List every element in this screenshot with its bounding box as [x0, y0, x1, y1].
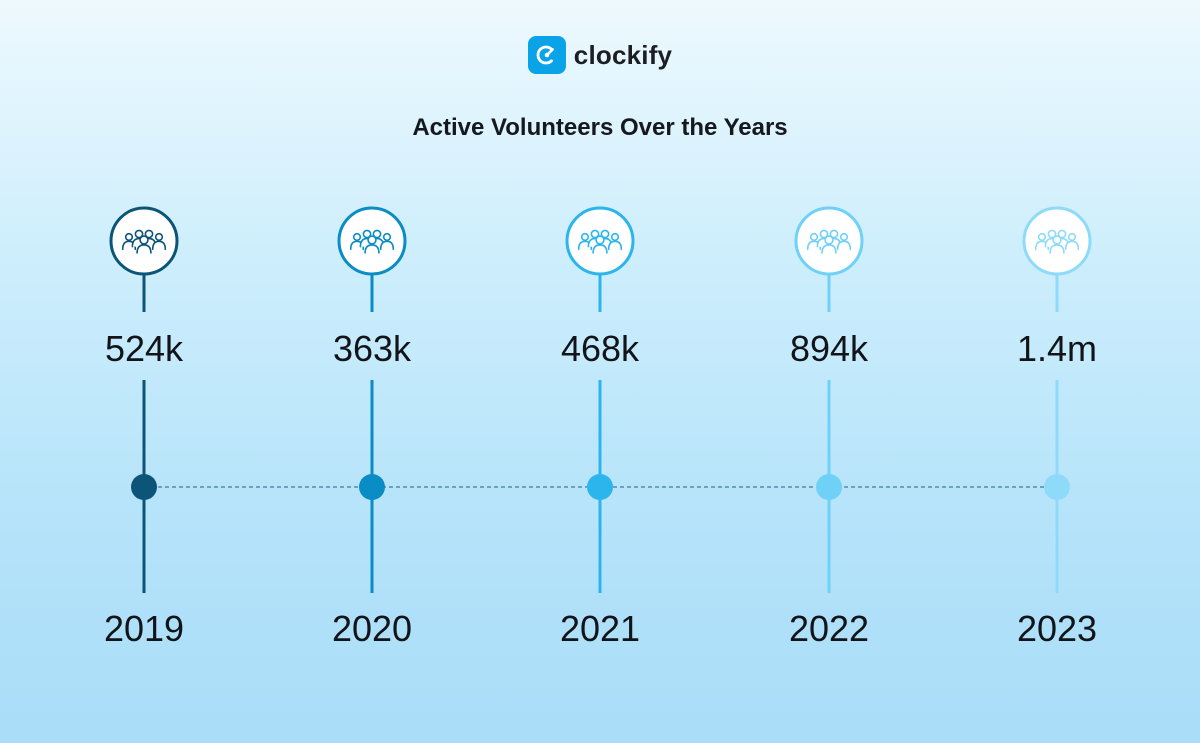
person-head: [382, 232, 392, 242]
year-label: 2020: [332, 608, 412, 649]
person-head: [819, 229, 829, 239]
timeline-point-2022: 894k 2022: [789, 206, 869, 649]
person-body: [821, 244, 837, 254]
person-head: [372, 229, 382, 239]
value-label: 363k: [333, 328, 412, 369]
person-head: [600, 229, 610, 239]
brand-logo: clockify: [0, 36, 1200, 74]
person-head: [824, 235, 834, 245]
person-head: [134, 229, 144, 239]
person-head: [1047, 229, 1057, 239]
chart-title: Active Volunteers Over the Years: [412, 114, 788, 141]
brand-name: clockify: [573, 39, 673, 70]
person-body: [136, 244, 152, 254]
year-label: 2022: [789, 608, 869, 649]
person-body: [607, 240, 623, 251]
person-body: [836, 240, 852, 251]
timeline-dot: [587, 474, 613, 500]
timeline-point-2019: 524k 2019: [104, 206, 184, 649]
clockify-logo-icon: [527, 36, 566, 74]
value-label: 1.4m: [1017, 328, 1097, 369]
year-label: 2021: [560, 608, 640, 649]
people-group-icon: [577, 229, 623, 254]
timeline-dot: [816, 474, 842, 500]
value-label: 524k: [105, 328, 184, 369]
person-body: [592, 244, 608, 254]
timeline-dot: [131, 474, 157, 500]
person-head: [367, 235, 377, 245]
year-label: 2023: [1017, 608, 1097, 649]
person-head: [595, 235, 605, 245]
person-head: [139, 235, 149, 245]
timeline-point-2023: 1.4m 2023: [1017, 206, 1097, 649]
person-head: [1057, 229, 1067, 239]
person-head: [610, 232, 620, 242]
value-label: 468k: [561, 328, 640, 369]
person-head: [829, 229, 839, 239]
person-head: [124, 232, 134, 242]
person-head: [839, 232, 849, 242]
person-body: [1064, 240, 1080, 251]
person-body: [379, 240, 395, 251]
timeline-point-2021: 468k 2021: [560, 206, 640, 649]
people-group-icon: [349, 229, 395, 254]
person-head: [144, 229, 154, 239]
people-group-icon: [1034, 229, 1080, 254]
timeline-dot: [1044, 474, 1070, 500]
person-head: [1052, 235, 1062, 245]
year-label: 2019: [104, 608, 184, 649]
person-body: [151, 240, 167, 251]
people-group-icon: [121, 229, 167, 254]
person-head: [154, 232, 164, 242]
person-head: [809, 232, 819, 242]
person-head: [1037, 232, 1047, 242]
person-head: [352, 232, 362, 242]
person-head: [580, 232, 590, 242]
value-label: 894k: [790, 328, 869, 369]
person-body: [364, 244, 380, 254]
person-body: [1049, 244, 1065, 254]
person-head: [590, 229, 600, 239]
timeline-dot: [359, 474, 385, 500]
timeline-point-2020: 363k 2020: [332, 206, 412, 649]
person-head: [1067, 232, 1077, 242]
person-head: [362, 229, 372, 239]
people-group-icon: [806, 229, 852, 254]
